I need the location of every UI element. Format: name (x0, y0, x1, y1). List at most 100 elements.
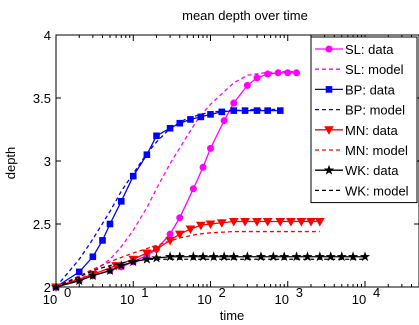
data-point-wk-data (74, 275, 85, 286)
data-point-wk-data (325, 251, 336, 262)
data-point-wk-data (164, 251, 176, 262)
y-tick-label: 3 (44, 154, 51, 169)
data-point-mn-data (306, 217, 316, 227)
x-tick-label-exponent: 1 (141, 285, 148, 300)
y-tick-label: 3.5 (33, 91, 51, 106)
x-tick-label: 10 (275, 292, 289, 307)
data-point-wk-data (347, 251, 359, 262)
data-point-wk-data (197, 251, 209, 262)
legend-marker-mn-data (324, 126, 334, 135)
data-point-bp-data (218, 108, 226, 116)
data-point-bp-data (143, 151, 151, 158)
series-line-bp-data (55, 109, 281, 288)
x-tick-label: 10 (197, 292, 211, 307)
data-point-wk-data (336, 251, 347, 262)
data-point-mn-data (252, 217, 262, 227)
data-point-bp-data (176, 119, 184, 127)
data-point-wk-data (359, 251, 371, 262)
y-tick-label: 4 (44, 28, 51, 43)
data-point-bp-data (276, 107, 284, 114)
series-line-wk-model (55, 258, 365, 288)
x-tick-label: 10 (120, 292, 134, 307)
x-tick-label: 10 (352, 292, 366, 307)
data-point-mn-data (205, 220, 216, 230)
data-point-bp-data (117, 198, 125, 205)
x-axis-title: time (220, 308, 245, 323)
data-point-mn-data (141, 249, 152, 258)
data-point-wk-data (87, 270, 99, 281)
data-point-wk-data (255, 251, 267, 262)
data-point-sl-data (274, 69, 282, 77)
data-point-mn-data (151, 245, 162, 255)
data-point-sl-data (253, 74, 261, 82)
data-point-wk-data (302, 251, 313, 262)
x-tick-label-exponent: 2 (219, 285, 226, 300)
data-point-wk-data (141, 253, 152, 264)
data-point-mn-data (216, 219, 227, 228)
data-point-wk-data (151, 252, 162, 263)
data-point-bp-data (187, 116, 194, 123)
data-point-mn-data (195, 221, 206, 231)
x-tick-label-exponent: 4 (373, 285, 380, 300)
legend-label-mn-model: MN: model (345, 143, 408, 158)
legend-marker-sl-data (325, 45, 333, 53)
series-line-bp-model (55, 108, 281, 288)
data-point-bp-data (75, 268, 83, 276)
legend-label-wk-model: WK: model (345, 183, 409, 198)
y-tick-label: 2.5 (33, 217, 51, 232)
data-point-wk-data (242, 251, 253, 262)
data-point-sl-data (199, 163, 207, 171)
legend-label-bp-model: BP: model (345, 103, 405, 118)
data-point-wk-data (268, 251, 279, 262)
data-point-sl-data (284, 69, 292, 77)
y-tick-label: 2 (44, 280, 51, 295)
data-point-mn-data (296, 217, 307, 227)
data-point-mn-data (228, 217, 239, 227)
series-line-sl-model (55, 70, 297, 288)
data-point-mn-data (185, 225, 196, 235)
data-point-mn-data (314, 217, 325, 227)
data-point-sl-data (293, 69, 301, 77)
data-point-bp-data (153, 132, 160, 140)
data-point-mn-data (165, 236, 175, 246)
data-point-sl-data (230, 99, 238, 107)
data-point-bp-data (129, 172, 137, 180)
legend-label-bp-data: BP: data (345, 82, 396, 97)
data-point-mn-data (174, 230, 185, 240)
data-point-mn-data (286, 217, 296, 227)
legend: SL: data SL: model BP: data BP: model MN: da… (310, 36, 418, 204)
data-point-wk-data (218, 251, 230, 262)
x-tick-label: 10 (43, 292, 57, 307)
data-point-mn-data (262, 217, 273, 227)
data-point-bp-data (197, 113, 205, 121)
y-axis-title: depth (3, 147, 18, 180)
legend-label-sl-data: SL: data (345, 42, 394, 57)
data-point-mn-data (240, 217, 250, 227)
data-point-sl-data (220, 117, 228, 125)
x-tick-label-exponent: 0 (64, 285, 71, 300)
data-point-sl-data (189, 185, 197, 193)
data-point-wk-data (279, 251, 290, 262)
data-point-wk-data (228, 251, 239, 262)
x-tick-label-exponent: 3 (296, 285, 303, 300)
legend-box (310, 36, 418, 204)
legend-label-mn-data: MN: data (345, 123, 399, 138)
chart-title: mean depth over time (182, 8, 308, 23)
data-point-sl-data (243, 81, 251, 89)
data-point-sl-data (176, 214, 184, 222)
data-point-wk-data (174, 251, 185, 262)
data-point-wk-data (291, 251, 302, 262)
data-point-bp-data (106, 220, 114, 228)
data-point-wk-data (208, 251, 219, 262)
data-point-bp-data (99, 237, 106, 244)
legend-label-sl-model: SL: model (345, 62, 404, 77)
series-line-mn-model (55, 230, 320, 288)
data-point-sl-data (207, 144, 215, 152)
legend-marker-wk-data (323, 164, 335, 175)
data-point-wk-data (314, 251, 325, 262)
data-point-wk-data (104, 265, 116, 275)
data-point-wk-data (188, 251, 199, 262)
